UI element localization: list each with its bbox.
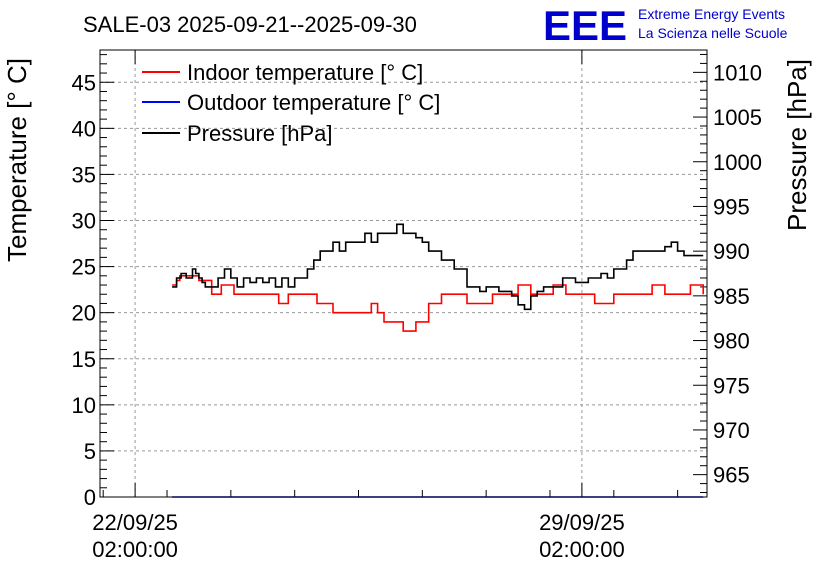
y-left-tick-label: 35 [72,162,96,187]
y-axis-left-label: Temperature [° C] [2,58,32,262]
x-tick-label-time: 02:00:00 [92,537,178,562]
y-right-tick-label: 1000 [713,150,762,175]
plot-frame [99,49,708,498]
x-tick-label-date: 29/09/25 [539,510,625,535]
y-left-tick-label: 0 [84,485,96,510]
y-right-tick-label: 995 [713,194,750,219]
x-tick-label-date: 22/09/25 [92,510,178,535]
y-left-tick-label: 45 [72,70,96,95]
y-axis-right-label: Pressure [hPa] [782,59,812,231]
legend-indoor-label: Indoor temperature [° C] [187,60,423,85]
y-right-tick-label: 985 [713,284,750,309]
series-pressure-line [172,223,704,311]
x-tick-label-time: 02:00:00 [539,537,625,562]
series-indoor-line [172,275,704,332]
logo-line1: Extreme Energy Events [638,6,785,22]
eee-logo: EEE [543,2,627,49]
y-right-tick-label: 965 [713,463,750,488]
y-right-tick-label: 975 [713,373,750,398]
chart-title: SALE-03 2025-09-21--2025-09-30 [83,12,417,37]
y-right-tick-label: 990 [713,239,750,264]
y-left-tick-labels: 0 5 10 15 20 25 30 35 40 45 [72,70,96,510]
y-left-tick-label: 5 [84,439,96,464]
y-left-tick-label: 15 [72,347,96,372]
logo-line2: La Scienza nelle Scuole [638,25,788,41]
y-left-tick-label: 20 [72,301,96,326]
y-right-tick-label: 1005 [713,105,762,130]
legend: Indoor temperature [° C] Outdoor tempera… [142,60,440,146]
y-left-tick-label: 30 [72,209,96,234]
y-right-tick-label: 970 [713,418,750,443]
y-left-tick-label: 40 [72,116,96,141]
legend-pressure-label: Pressure [hPa] [187,121,333,146]
grid [100,50,707,497]
y-right-tick-label: 1010 [713,60,762,85]
y-right-tick-label: 980 [713,329,750,354]
legend-outdoor-label: Outdoor temperature [° C] [187,90,440,115]
y-left-tick-label: 25 [72,255,96,280]
y-left-tick-label: 10 [72,393,96,418]
y-right-tick-labels: 965 970 975 980 985 990 995 1000 1005 1010 [713,60,762,487]
